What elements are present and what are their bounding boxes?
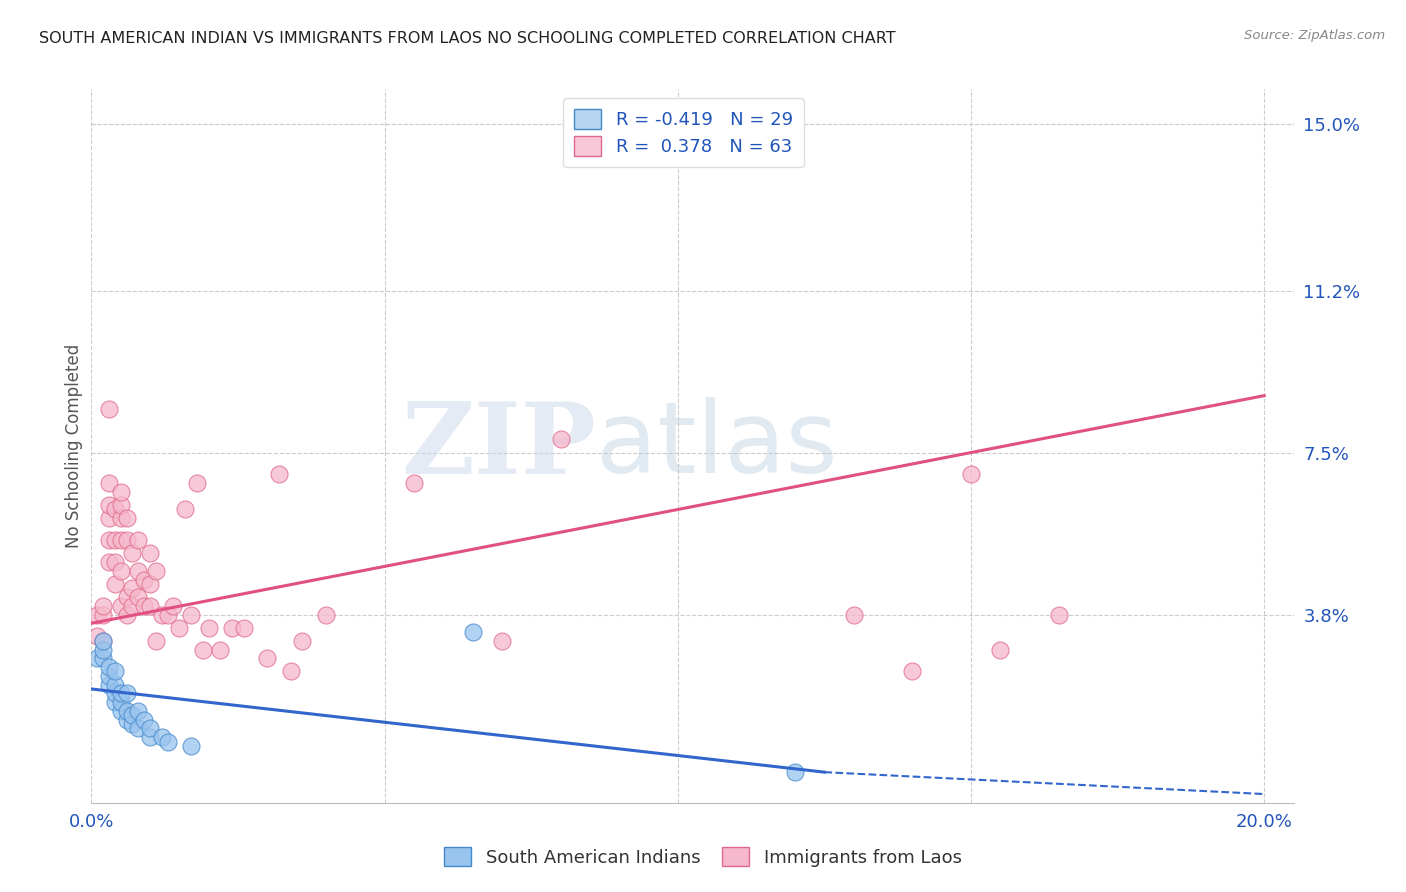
Point	[115, 607, 138, 622]
Point	[291, 633, 314, 648]
Point	[121, 546, 143, 560]
Point	[110, 485, 132, 500]
Legend: South American Indians, Immigrants from Laos: South American Indians, Immigrants from …	[437, 840, 969, 874]
Point	[91, 651, 114, 665]
Point	[91, 633, 114, 648]
Point	[174, 502, 197, 516]
Point	[169, 621, 191, 635]
Point	[960, 467, 983, 482]
Point	[197, 621, 219, 635]
Point	[280, 665, 302, 679]
Point	[115, 511, 138, 525]
Point	[115, 704, 138, 718]
Point	[186, 476, 208, 491]
Point	[104, 555, 127, 569]
Y-axis label: No Schooling Completed: No Schooling Completed	[65, 344, 83, 548]
Point	[150, 730, 173, 744]
Point	[315, 607, 337, 622]
Point	[104, 533, 127, 548]
Point	[115, 713, 138, 727]
Point	[145, 633, 167, 648]
Point	[98, 660, 121, 674]
Point	[783, 765, 806, 780]
Point	[162, 599, 184, 613]
Point	[232, 621, 254, 635]
Point	[988, 642, 1011, 657]
Point	[550, 433, 572, 447]
Point	[98, 476, 121, 491]
Point	[121, 708, 143, 723]
Text: Source: ZipAtlas.com: Source: ZipAtlas.com	[1244, 29, 1385, 42]
Point	[98, 533, 121, 548]
Text: ZIP: ZIP	[401, 398, 596, 494]
Point	[98, 677, 121, 691]
Point	[180, 607, 202, 622]
Point	[86, 607, 108, 622]
Point	[110, 686, 132, 700]
Point	[104, 665, 127, 679]
Point	[110, 498, 132, 512]
Point	[98, 498, 121, 512]
Point	[91, 607, 114, 622]
Point	[156, 607, 179, 622]
Point	[110, 564, 132, 578]
Point	[127, 704, 149, 718]
Point	[139, 599, 162, 613]
Point	[191, 642, 214, 657]
Text: atlas: atlas	[596, 398, 838, 494]
Point	[115, 686, 138, 700]
Point	[98, 555, 121, 569]
Point	[221, 621, 243, 635]
Point	[156, 734, 179, 748]
Point	[104, 686, 127, 700]
Point	[127, 590, 149, 604]
Legend: R = -0.419   N = 29, R =  0.378   N = 63: R = -0.419 N = 29, R = 0.378 N = 63	[564, 98, 804, 167]
Point	[110, 511, 132, 525]
Point	[110, 704, 132, 718]
Point	[104, 695, 127, 709]
Point	[150, 607, 173, 622]
Point	[256, 651, 278, 665]
Point	[127, 564, 149, 578]
Point	[110, 599, 132, 613]
Point	[134, 573, 156, 587]
Point	[139, 730, 162, 744]
Point	[98, 511, 121, 525]
Text: SOUTH AMERICAN INDIAN VS IMMIGRANTS FROM LAOS NO SCHOOLING COMPLETED CORRELATION: SOUTH AMERICAN INDIAN VS IMMIGRANTS FROM…	[39, 31, 896, 46]
Point	[402, 476, 425, 491]
Point	[180, 739, 202, 753]
Point	[115, 590, 138, 604]
Point	[98, 669, 121, 683]
Point	[127, 533, 149, 548]
Point	[104, 502, 127, 516]
Point	[209, 642, 232, 657]
Point	[91, 633, 114, 648]
Point	[121, 582, 143, 596]
Point	[121, 599, 143, 613]
Point	[110, 533, 132, 548]
Point	[91, 642, 114, 657]
Point	[461, 625, 484, 640]
Point	[842, 607, 865, 622]
Point	[139, 722, 162, 736]
Point	[134, 599, 156, 613]
Point	[86, 629, 108, 643]
Point	[86, 651, 108, 665]
Point	[115, 533, 138, 548]
Point	[91, 599, 114, 613]
Point	[121, 717, 143, 731]
Point	[104, 577, 127, 591]
Point	[1047, 607, 1070, 622]
Point	[104, 677, 127, 691]
Point	[267, 467, 290, 482]
Point	[145, 564, 167, 578]
Point	[127, 722, 149, 736]
Point	[901, 665, 924, 679]
Point	[110, 695, 132, 709]
Point	[134, 713, 156, 727]
Point	[98, 401, 121, 416]
Point	[139, 577, 162, 591]
Point	[139, 546, 162, 560]
Point	[491, 633, 513, 648]
